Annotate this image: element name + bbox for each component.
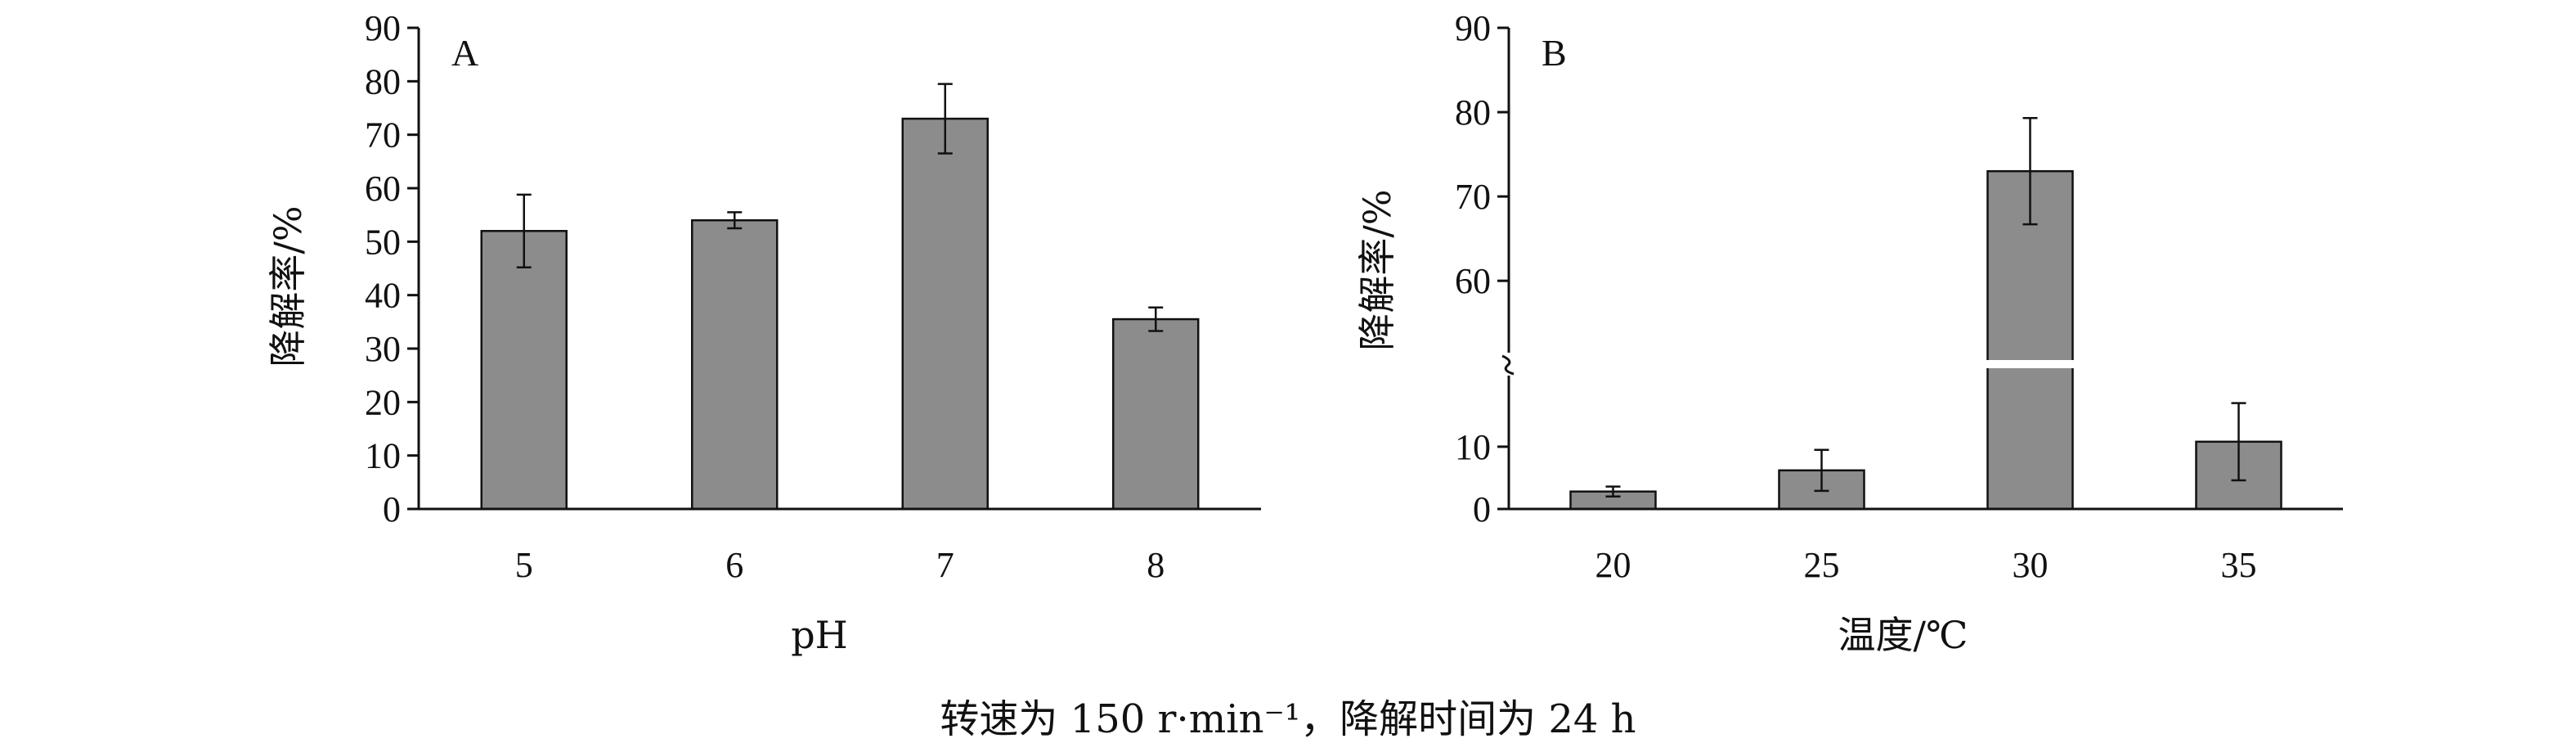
panel-a-x-tick-label-7: 7 [936, 545, 954, 585]
panel-b: B 降解率/% 温度/℃ 20 25 30 35 0 10 60 70 80 90 [1355, 8, 2343, 657]
panel-a-x-tick-label-6: 6 [725, 545, 743, 585]
panel-a-y-tick-label-30: 30 [365, 329, 401, 369]
panel-a-bar-6 [691, 218, 779, 511]
panel-a-x-axis-title: pH [791, 613, 848, 657]
panel-a-bar-7 [901, 117, 989, 511]
panel-b-y-tick-label-10: 10 [1455, 427, 1491, 467]
panel-a-y-tick-label-80: 80 [365, 61, 401, 101]
panel-a-y-tick-label-50: 50 [365, 222, 401, 262]
panel-b-bar-break-gap [1986, 360, 2075, 368]
panel-b-y-tick-label-80: 80 [1455, 92, 1491, 133]
panel-b-y-axis-break-mark [1501, 354, 1515, 376]
panel-a-bar-8 [1112, 317, 1200, 511]
panel-a-y-tick-label-10: 10 [365, 436, 401, 476]
panel-b-y-tick-label-70: 70 [1455, 177, 1491, 217]
panel-a-y-tick-label-90: 90 [365, 8, 401, 48]
panel-a-bar-5 [480, 230, 568, 511]
panel-b-y-axis-title: 降解率/% [1355, 189, 1399, 350]
panel-b-x-tick-label-30: 30 [2013, 545, 2049, 585]
panel-b-y-tick-label-0: 0 [1473, 489, 1491, 529]
panel-a-y-tick-label-20: 20 [365, 382, 401, 422]
panel-b-x-axis-title: 温度/℃ [1838, 613, 1968, 657]
panel-a-x-tick-label-8: 8 [1147, 545, 1165, 585]
figure-caption: 转速为 150 r·min⁻¹，降解时间为 24 h [940, 696, 1636, 742]
panel-b-label: B [1542, 32, 1567, 74]
panel-a-label: A [451, 32, 478, 74]
panel-b-y-tick-label-90: 90 [1455, 8, 1491, 48]
panel-a-y-tick-label-40: 40 [365, 276, 401, 316]
panel-b-bar-30 [1986, 169, 2074, 511]
panel-b-x-tick-label-20: 20 [1595, 545, 1631, 585]
panel-b-y-tick-label-60: 60 [1455, 261, 1491, 301]
panel-a-y-tick-label-70: 70 [365, 115, 401, 155]
panel-b-x-tick-label-25: 25 [1804, 545, 1840, 585]
panel-a-y-tick-label-0: 0 [383, 489, 401, 529]
panel-a-x-tick-label-5: 5 [515, 545, 533, 585]
panel-a-y-tick-label-60: 60 [365, 169, 401, 209]
panel-a-y-axis-title: 降解率/% [266, 205, 310, 367]
panel-b-x-tick-label-35: 35 [2221, 545, 2257, 585]
